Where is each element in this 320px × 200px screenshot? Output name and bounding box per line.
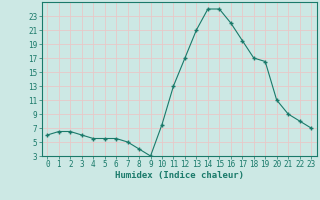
X-axis label: Humidex (Indice chaleur): Humidex (Indice chaleur)	[115, 171, 244, 180]
